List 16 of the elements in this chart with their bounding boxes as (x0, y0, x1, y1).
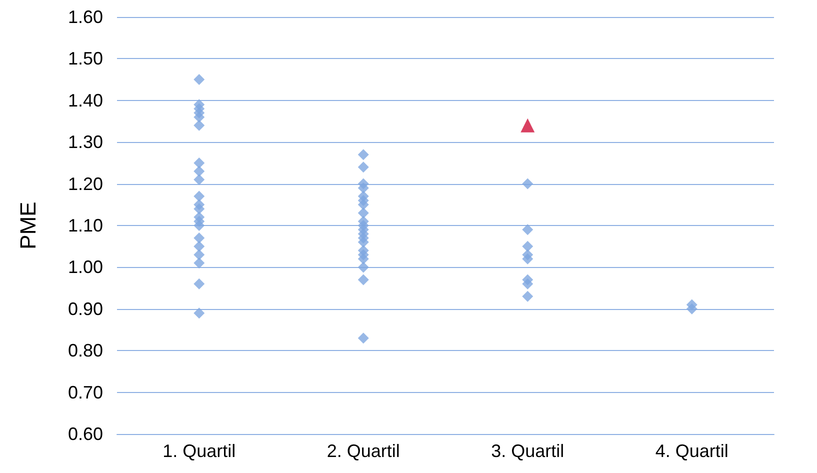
y-tick-label: 0.70 (68, 382, 103, 402)
y-tick-label: 0.80 (68, 340, 103, 361)
y-tick-label: 1.60 (68, 7, 103, 27)
y-tick-label: 1.30 (68, 132, 103, 152)
y-tick-label: 1.50 (68, 48, 103, 69)
x-tick-label: 2. Quartil (326, 441, 400, 461)
y-tick-label: 0.60 (68, 424, 103, 444)
y-tick-label: 0.90 (68, 298, 103, 319)
x-tick-label: 3. Quartil (491, 441, 564, 461)
y-tick-label: 1.10 (68, 216, 103, 236)
y-axis-title: PME (16, 202, 40, 250)
x-tick-label: 4. Quartil (655, 441, 728, 461)
y-tick-label: 1.00 (68, 257, 103, 278)
x-tick-label: 1. Quartil (162, 441, 236, 461)
y-tick-label: 1.40 (68, 90, 103, 110)
y-tick-label: 1.20 (68, 174, 103, 194)
